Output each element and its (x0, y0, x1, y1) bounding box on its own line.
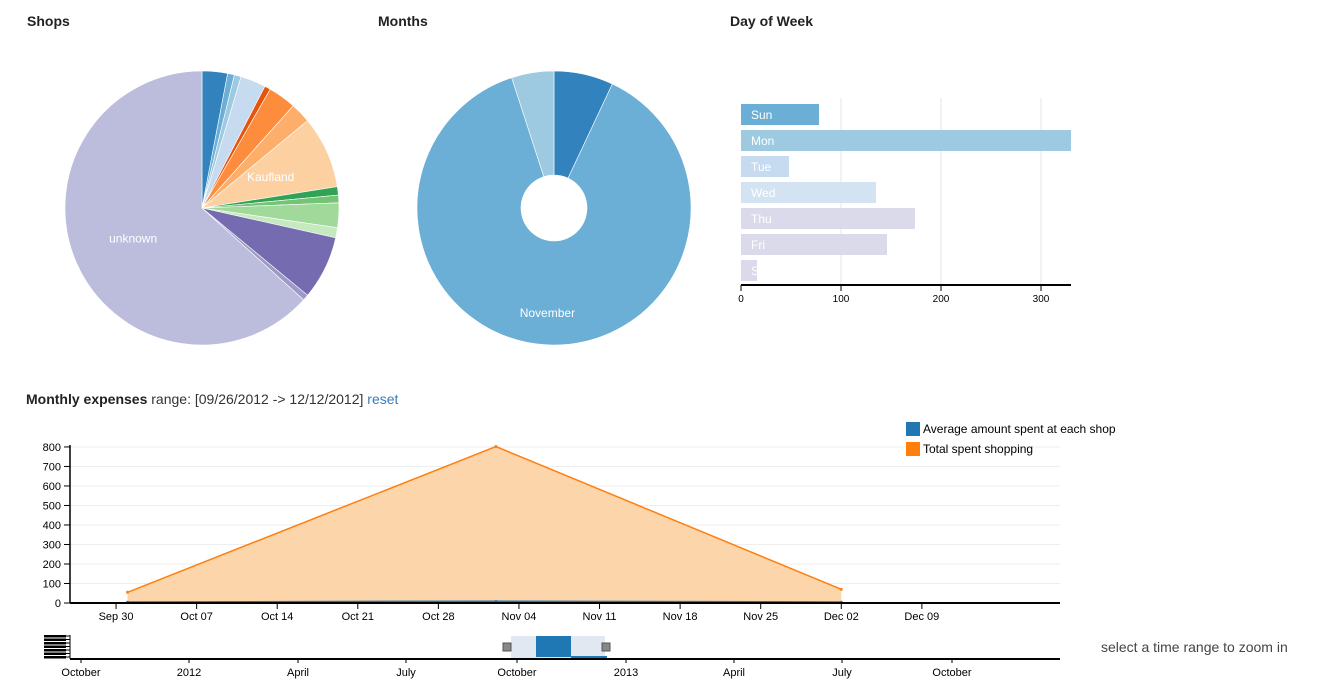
y-tick-label (44, 649, 66, 652)
x-tick-label: April (723, 667, 745, 679)
range-prefix: range: (151, 391, 191, 407)
months-donut-chart[interactable]: November (360, 0, 720, 360)
y-tick-label: 700 (43, 461, 61, 473)
day-bar[interactable] (741, 234, 887, 255)
x-tick-label: October (497, 667, 536, 679)
y-tick-label (44, 635, 66, 638)
x-tick-label: 100 (833, 294, 850, 305)
months-title: Months (378, 13, 428, 29)
legend-label: Total spent shopping (923, 442, 1033, 456)
x-tick-label: Oct 28 (422, 611, 454, 623)
day-label: Tue (751, 160, 772, 174)
day-label: Wed (751, 186, 775, 200)
y-tick-label: 100 (43, 578, 61, 590)
x-tick-label: 2012 (177, 667, 201, 679)
total-area[interactable] (127, 446, 842, 603)
zoom-hint: select a time range to zoom in (1101, 639, 1288, 655)
legend-label: Average amount spent at each shop (923, 422, 1116, 436)
total-point[interactable] (494, 445, 498, 449)
x-tick-label: Sep 30 (99, 611, 134, 623)
brush-handle[interactable] (502, 642, 512, 652)
x-tick-label: July (832, 667, 852, 679)
slice-label: unknown (109, 232, 157, 246)
x-tick-label: Oct 21 (342, 611, 374, 623)
day-bar[interactable] (741, 260, 757, 281)
monthly-expenses-title: Monthly expenses (26, 391, 148, 407)
brush-handle[interactable] (601, 642, 611, 652)
x-tick-label: Nov 11 (583, 611, 617, 623)
x-tick-label: Nov 18 (663, 611, 698, 623)
total-point[interactable] (126, 590, 130, 594)
day-label: S (751, 264, 759, 278)
day-label: Thu (751, 212, 772, 226)
monthly-expenses-header: Monthly expenses range: [09/26/2012 -> 1… (26, 391, 398, 407)
x-tick-label: 300 (1033, 294, 1050, 305)
y-tick-label: 400 (43, 520, 61, 532)
pie-slice[interactable] (64, 70, 305, 346)
day-label: Sun (751, 108, 772, 122)
total-point[interactable] (839, 587, 843, 591)
shops-title: Shops (27, 13, 70, 29)
y-tick-label (44, 642, 66, 645)
y-tick-label (44, 652, 66, 655)
pie-slice[interactable] (416, 77, 692, 346)
legend-swatch[interactable] (906, 442, 920, 456)
pie-slice[interactable] (511, 70, 555, 177)
x-tick-label: 2013 (614, 667, 638, 679)
y-tick-label (44, 638, 66, 641)
day-label: Fri (751, 238, 765, 252)
x-tick-label: April (287, 667, 309, 679)
reset-link[interactable]: reset (367, 391, 399, 407)
x-tick-label: Nov 04 (502, 611, 537, 623)
x-tick-label: Dec 02 (824, 611, 859, 623)
legend-swatch[interactable] (906, 422, 920, 436)
slice-label: Kaufland (247, 170, 294, 184)
range-selector-chart[interactable]: October 2012 April July October 2013 April July… (0, 630, 1070, 685)
y-tick-label (44, 656, 66, 659)
x-tick-label: 0 (738, 294, 744, 305)
day-bar[interactable] (741, 208, 915, 229)
day-bar[interactable] (741, 156, 789, 177)
day-bar[interactable] (741, 104, 819, 125)
day-bar[interactable] (741, 130, 1071, 151)
day-of-week-bar-chart[interactable]: 0 100 200 300 Sun Mon Tue Wed Thu Fri S (720, 80, 1100, 320)
shops-pie-chart[interactable]: Kaufland unknown (0, 0, 360, 360)
x-tick-label: July (396, 667, 416, 679)
x-tick-label: Oct 14 (261, 611, 293, 623)
slice-label: November (520, 306, 575, 320)
x-tick-label: Oct 07 (180, 611, 212, 623)
range-value: [09/26/2012 -> 12/12/2012] (194, 391, 364, 407)
y-tick-label: 200 (43, 559, 61, 571)
day-label: Mon (751, 134, 774, 148)
y-tick-label: 0 (55, 598, 61, 610)
x-tick-label: Nov 25 (743, 611, 778, 623)
y-tick-label: 800 (43, 442, 61, 454)
day-bar[interactable] (741, 182, 876, 203)
day-of-week-title: Day of Week (730, 13, 813, 29)
y-tick-label: 600 (43, 481, 61, 493)
y-tick-label: 300 (43, 539, 61, 551)
selection-bar[interactable] (536, 636, 571, 657)
selection-bar[interactable] (571, 656, 607, 659)
monthly-expenses-area-chart[interactable]: 0 100 200 300 400 500 600 700 800 Sep 30 Oct 07 Oct… (0, 415, 1120, 630)
y-tick-label (44, 645, 66, 648)
x-tick-label: 200 (933, 294, 950, 305)
y-tick-label: 500 (43, 500, 61, 512)
x-tick-label: October (61, 667, 100, 679)
x-tick-label: October (932, 667, 971, 679)
x-tick-label: Dec 09 (904, 611, 939, 623)
